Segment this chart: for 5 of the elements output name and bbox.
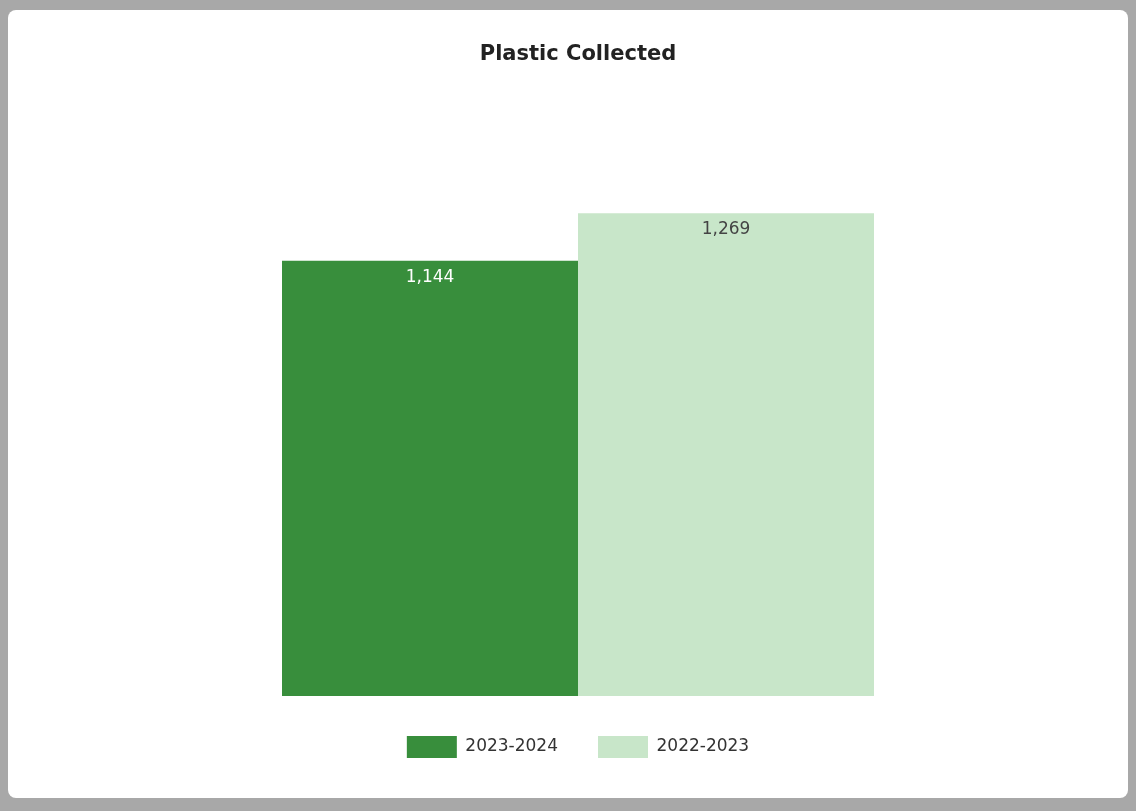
legend-label: 2023-2024 [465,735,559,756]
data-label: 1,269 [701,218,751,239]
data-label: 1,144 [405,265,455,286]
chart-title: Plastic Collected [479,41,677,66]
legend-label: 2022-2023 [656,735,750,756]
